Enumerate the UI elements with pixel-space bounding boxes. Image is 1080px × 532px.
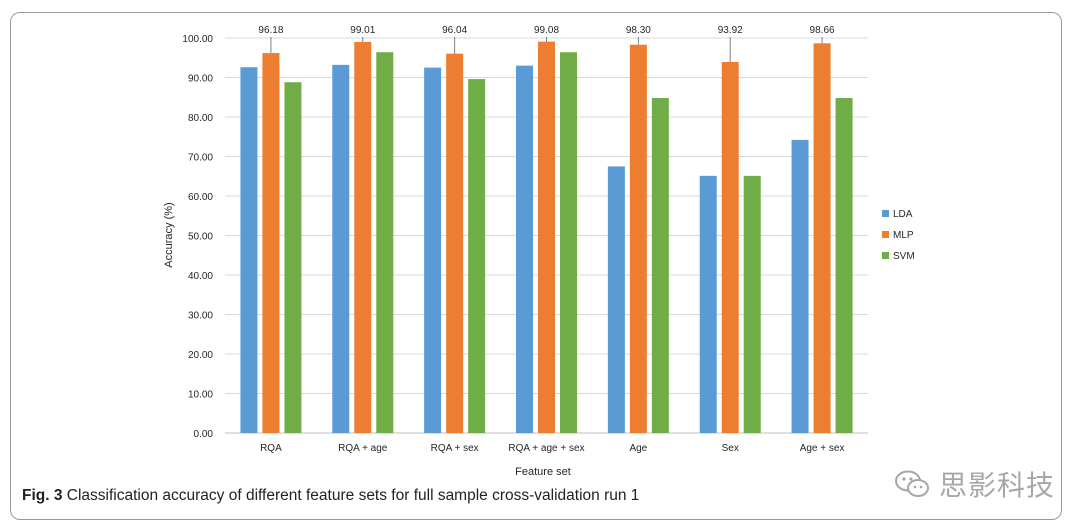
bars	[240, 41, 853, 434]
x-tick-label: Age + sex	[800, 443, 845, 454]
y-tick-label: 20.00	[188, 350, 213, 361]
data-label: 93.92	[718, 25, 743, 36]
y-tick-label: 90.00	[188, 74, 213, 85]
legend-swatch-svm	[882, 252, 889, 259]
bar-mlp	[446, 53, 464, 433]
y-axis-title: Accuracy (%)	[163, 202, 175, 267]
data-label: 98.30	[626, 25, 651, 36]
x-axis-title: Feature set	[515, 466, 571, 478]
bar-lda	[699, 175, 717, 434]
y-tick-label: 70.00	[188, 153, 213, 164]
bar-mlp	[629, 44, 647, 434]
caption-text: Classification accuracy of different fea…	[62, 487, 640, 504]
wechat-icon	[895, 470, 929, 497]
bar-svm	[560, 52, 577, 433]
y-tick-label: 80.00	[188, 113, 213, 124]
y-tick-label: 50.00	[188, 232, 213, 243]
legend-label: LDA	[893, 209, 913, 220]
bar-mlp	[538, 41, 555, 433]
label-leaders	[270, 37, 823, 63]
y-tick-label: 30.00	[188, 311, 213, 322]
bar-svm	[376, 52, 394, 433]
data-label: 96.18	[258, 25, 283, 36]
bar-mlp	[262, 53, 280, 434]
x-tick-label: Age	[629, 443, 647, 454]
bar-svm	[651, 98, 669, 433]
bar-svm	[743, 175, 761, 434]
bar-mlp	[721, 62, 739, 434]
bar-svm	[468, 79, 486, 433]
y-tick-label: 100.00	[182, 34, 213, 45]
bar-lda	[424, 67, 442, 433]
bar-svm	[835, 98, 853, 433]
y-tick-label: 60.00	[188, 192, 213, 203]
bar-lda	[791, 139, 809, 433]
x-tick-labels: RQA RQA + age RQA + sex RQA + age + sex Age S…	[260, 443, 844, 454]
bar-mlp	[354, 41, 372, 434]
legend: LDA MLP SVM	[882, 209, 915, 262]
x-tick-label: Sex	[722, 443, 739, 454]
data-label: 99.01	[350, 25, 375, 36]
y-tick-label: 40.00	[188, 271, 213, 282]
legend-swatch-lda	[882, 210, 889, 217]
watermark: 思影科技	[893, 466, 1055, 502]
legend-label: MLP	[893, 230, 914, 241]
data-labels: 96.18 99.01 96.04 99.08 98.30 93.92 98.66	[258, 25, 835, 36]
bar-svm	[284, 82, 302, 434]
bar-lda	[240, 67, 258, 433]
bar-mlp	[813, 43, 831, 433]
y-tick-label: 0.00	[194, 429, 214, 440]
bar-lda	[607, 166, 625, 433]
caption-label: Fig. 3	[22, 487, 63, 504]
data-label: 99.08	[534, 25, 559, 36]
bar-chart: 0.00 10.00 20.00 30.00 40.00 50.00 60.00 70.00 8…	[163, 25, 915, 478]
x-tick-label: RQA + sex	[431, 443, 479, 454]
data-label: 96.04	[442, 25, 467, 36]
watermark-text: 思影科技	[939, 469, 1056, 502]
legend-label: SVM	[893, 251, 915, 262]
figure-frame	[10, 12, 1062, 520]
legend-swatch-mlp	[882, 231, 889, 238]
bar-lda	[332, 64, 350, 434]
bar-lda	[516, 65, 533, 434]
x-tick-label: RQA + age + sex	[508, 443, 584, 454]
x-tick-label: RQA	[260, 443, 282, 454]
y-tick-labels: 0.00 10.00 20.00 30.00 40.00 50.00 60.00 70.00 8…	[182, 34, 213, 440]
y-tick-label: 10.00	[188, 390, 213, 401]
x-tick-label: RQA + age	[338, 443, 388, 454]
data-label: 98.66	[810, 25, 835, 36]
figure-caption: Fig. 3 Classification accuracy of differ…	[22, 487, 639, 505]
